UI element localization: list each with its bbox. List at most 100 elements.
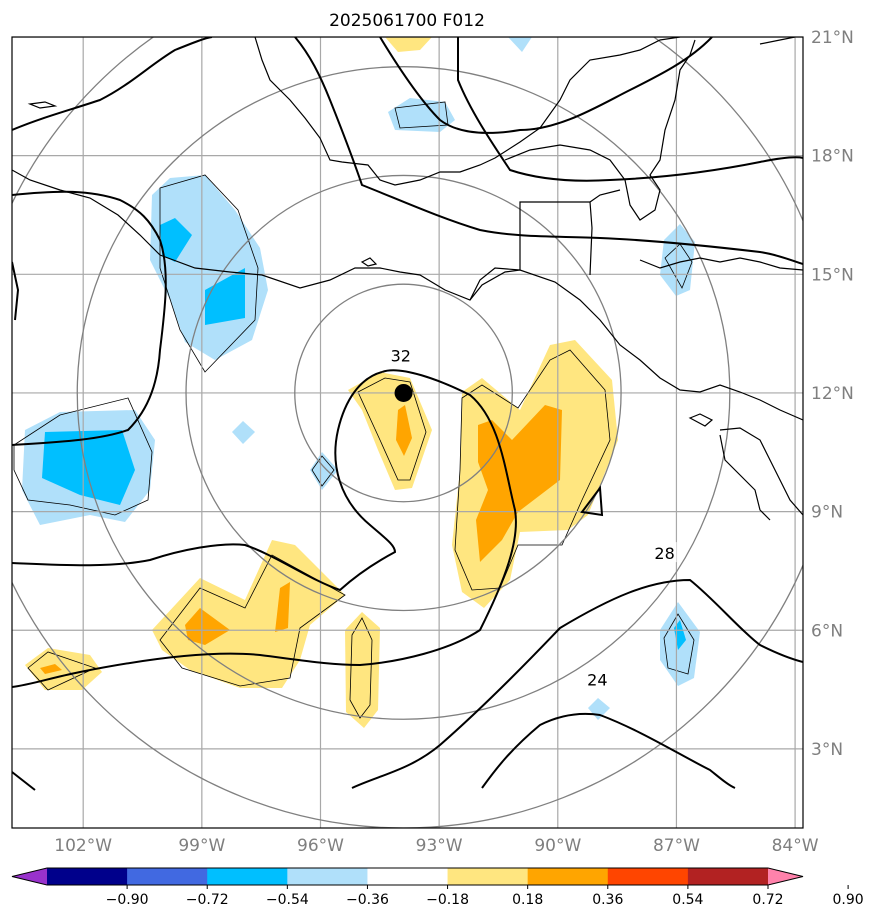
- coastline-revillagigedo: [360, 257, 378, 267]
- shade-yellow-top: [385, 37, 432, 52]
- thin-contour-sw: [159, 554, 346, 687]
- shade-orange-west: [40, 664, 62, 674]
- shading-layer: [22, 37, 700, 728]
- lon-tick-label: 102°W: [54, 836, 112, 856]
- thin-contour-westsmall: [27, 651, 97, 691]
- shade-light-blue-small2: [310, 452, 338, 490]
- contour-labels: 32 28 24: [388, 344, 677, 690]
- contour-north-3: [379, 37, 713, 134]
- contour-label-0: 32: [391, 346, 411, 365]
- contour-28-west: [12, 190, 167, 446]
- coastline-nicaragua: [719, 427, 803, 516]
- longitude-tick-labels: 102°W 99°W 96°W 93°W 90°W 87°W 84°W: [54, 836, 818, 856]
- colorbar-tick-label: −0.18: [426, 892, 469, 908]
- colorbar-extend-right: [768, 868, 803, 885]
- colorbar-segment: [287, 868, 368, 885]
- colorbar-segment: [207, 868, 288, 885]
- shade-orange-sw2: [275, 582, 290, 632]
- contour-label-1: 28: [654, 544, 674, 563]
- colorbar-tick-label: −0.72: [186, 892, 229, 908]
- colorbar-extend-left: [12, 868, 47, 885]
- range-ring-1: [185, 174, 622, 612]
- colorbar-outline: [11, 867, 804, 886]
- thin-contour-south: [349, 617, 373, 719]
- shade-orange-center: [396, 405, 412, 456]
- lon-tick-label: 87°W: [653, 836, 700, 856]
- colorbar-tick-label: 0.90: [833, 892, 864, 908]
- shade-light-blue-west: [150, 175, 268, 360]
- contour-label-bg-0: [388, 344, 413, 365]
- lon-tick-label: 90°W: [534, 836, 581, 856]
- colorbar-segment: [47, 868, 128, 885]
- lat-tick-label: 9°N: [811, 503, 843, 523]
- thin-contour-east2: [454, 349, 611, 591]
- range-rings: [12, 37, 803, 828]
- lon-tick-label: 93°W: [416, 836, 463, 856]
- contour-label-bg-1: [652, 542, 677, 563]
- colorbar-segment: [527, 868, 609, 885]
- coastline-gulf-fonseca: [688, 413, 714, 427]
- lat-tick-label: 6°N: [811, 621, 843, 641]
- colorbar-tick-label: −0.36: [346, 892, 389, 908]
- gridlines: [12, 37, 803, 828]
- thin-contour-se: [663, 613, 695, 675]
- contour-label-bg-2: [585, 668, 610, 689]
- contour-sw-corner: [12, 771, 36, 791]
- coastline-honduras: [639, 257, 803, 271]
- lon-tick-label: 99°W: [178, 836, 225, 856]
- shade-yellow-sw: [152, 540, 345, 688]
- thin-contour-center: [357, 377, 427, 481]
- coastline-gulf-mexico: [254, 37, 681, 186]
- shade-light-blue-top: [508, 37, 532, 52]
- shade-yellow-center: [348, 372, 432, 490]
- storm-center-marker: [394, 383, 413, 402]
- colorbar-segment: [127, 868, 208, 885]
- border-mexico-guatemala: [469, 201, 593, 301]
- contour-north-4: [457, 37, 803, 182]
- colorbar-tick-label: −0.54: [266, 892, 309, 908]
- thin-contour-west2: [13, 397, 153, 516]
- colorbar-segment: [687, 868, 769, 885]
- colorbar-tick-label: 0.18: [512, 892, 543, 908]
- latitude-tick-labels: 3°N 6°N 9°N 12°N 15°N 18°N 21°N: [811, 28, 854, 760]
- coastline-pacific-mexico: [12, 169, 803, 421]
- colorbar-segment: [607, 868, 689, 885]
- figure-title: 2025061700 F012: [329, 11, 485, 31]
- shade-orange-east: [476, 405, 562, 562]
- contour-24: [481, 712, 736, 789]
- contour-label-2: 24: [587, 671, 607, 690]
- lon-tick-label: 96°W: [297, 836, 344, 856]
- coastline-island: [27, 101, 58, 109]
- lat-tick-label: 15°N: [811, 265, 854, 285]
- colorbar-tick-label: 0.36: [592, 892, 623, 908]
- shade-blue-core-2: [205, 268, 245, 325]
- contour-north-1: [12, 37, 213, 131]
- shade-blue-core-3: [42, 430, 135, 505]
- shade-yellow-south: [345, 612, 380, 728]
- border-guatemala-belize: [589, 189, 621, 203]
- coastline-costa-rica: [719, 434, 771, 521]
- shade-light-blue-small1: [232, 421, 255, 444]
- contour-32: [12, 369, 517, 688]
- range-ring-0: [294, 283, 513, 503]
- shade-orange-sw1: [185, 608, 230, 645]
- coastline-cuba: [759, 37, 796, 45]
- colorbar-tick-label: 0.54: [672, 892, 703, 908]
- lat-tick-label: 3°N: [811, 740, 843, 760]
- contour-west-edge: [12, 261, 20, 321]
- contour-32-inner: [12, 371, 397, 592]
- contour-28-east: [351, 578, 803, 789]
- colorbar-tick-label: 0.72: [752, 892, 783, 908]
- lat-tick-label: 18°N: [811, 147, 854, 167]
- colorbar-segment: [447, 868, 529, 885]
- coastlines: [12, 37, 803, 521]
- contour-small-east: [580, 485, 604, 517]
- map-area: 32 28 24: [12, 37, 803, 828]
- colorbar-tick-label: −0.90: [106, 892, 149, 908]
- range-ring-2: [76, 66, 731, 720]
- colorbar: −0.90 −0.72 −0.54 −0.36 −0.18 0.18 0.36 0.54 0.7…: [11, 867, 864, 908]
- contour-north-2: [294, 37, 803, 265]
- coastline-yucatan: [504, 39, 696, 221]
- lat-tick-label: 21°N: [811, 28, 854, 48]
